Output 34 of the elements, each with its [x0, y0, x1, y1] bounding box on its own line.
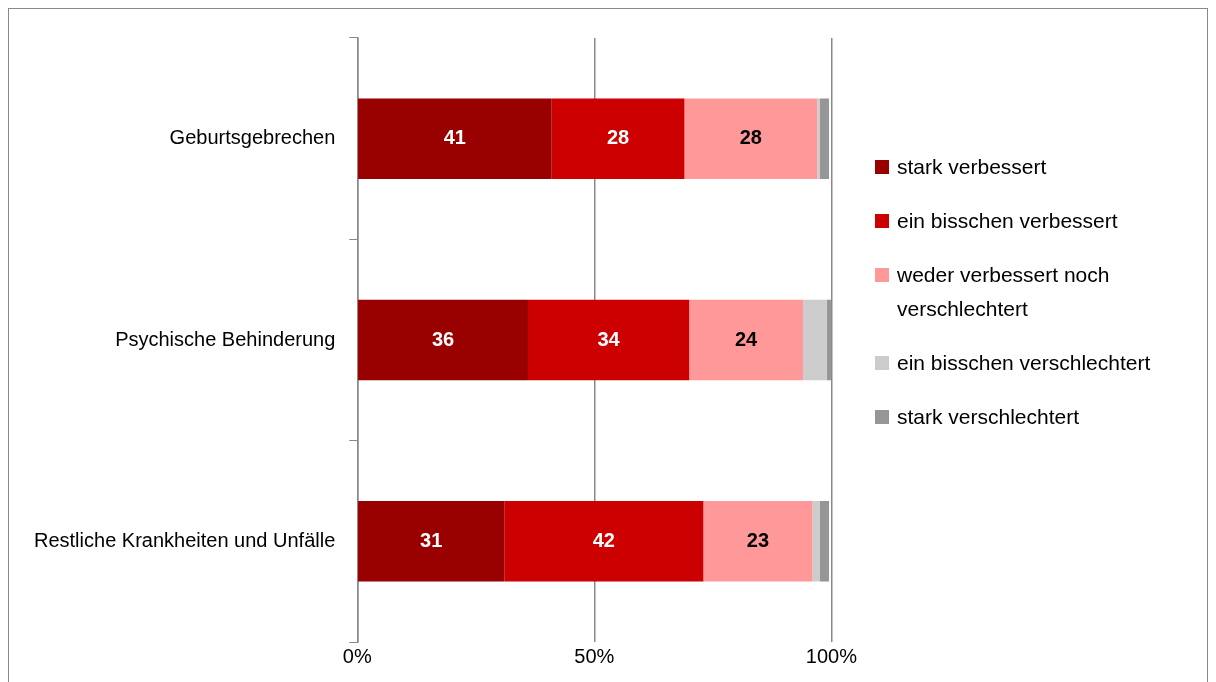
bar: [689, 299, 803, 381]
bar: [819, 501, 830, 582]
x-tick-label: 100%: [805, 644, 858, 667]
data-label: 36: [431, 327, 455, 350]
bar: [802, 299, 827, 381]
y-tick-label: Restliche Krankheiten und Unfälle: [33, 528, 336, 551]
bar: [358, 299, 528, 381]
bar: [358, 98, 552, 179]
data-label: 23: [746, 528, 770, 551]
bar: [684, 98, 818, 179]
y-tick-label: Geburtsgebrechen: [169, 126, 336, 149]
data-label: 41: [443, 126, 466, 149]
bar: [504, 501, 704, 582]
legend-label: stark verschlechtert: [897, 404, 1080, 430]
legend-label: ein bisschen verschlechtert: [897, 350, 1151, 376]
data-label: 24: [734, 327, 759, 350]
bar: [819, 98, 830, 179]
bar: [812, 501, 820, 582]
bar: [551, 98, 685, 179]
y-tick-label: Psychische Behinderung: [115, 327, 336, 350]
data-label: 28: [739, 126, 762, 149]
bar: [358, 501, 505, 582]
data-label: 31: [420, 528, 443, 551]
data-label: 42: [592, 528, 615, 551]
bar: [527, 299, 690, 381]
x-tick-label: 0%: [342, 644, 372, 667]
x-tick-label: 50%: [574, 644, 615, 667]
data-label: 28: [606, 126, 630, 149]
bar: [703, 501, 813, 582]
bar: [817, 98, 820, 179]
legend-label: stark verbessert: [897, 154, 1047, 180]
data-label: 34: [597, 327, 621, 350]
legend-label: ein bisschen verbessert: [897, 208, 1118, 234]
legend-label: weder verbessert noch verschlechtert: [897, 262, 1111, 322]
